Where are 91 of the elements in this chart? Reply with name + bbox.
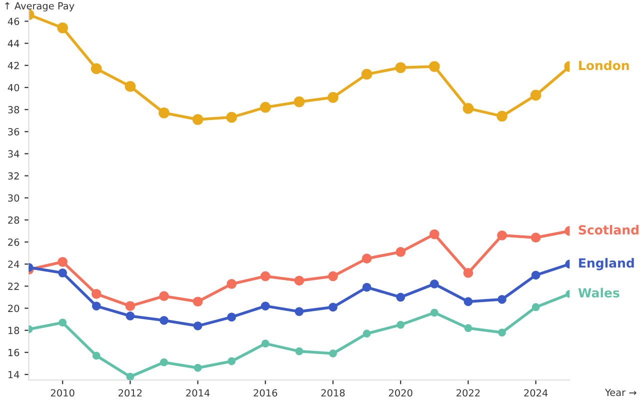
x-tick-label: 2018 xyxy=(321,389,345,397)
series-label: London xyxy=(579,60,629,70)
point xyxy=(532,303,540,312)
point xyxy=(226,279,237,289)
point xyxy=(462,103,474,114)
point xyxy=(362,254,372,264)
point xyxy=(260,302,270,310)
point xyxy=(226,112,238,123)
point xyxy=(428,61,440,72)
point xyxy=(498,294,506,304)
point xyxy=(294,276,304,286)
point xyxy=(362,282,372,292)
series-label: Wales xyxy=(578,288,620,298)
point xyxy=(58,268,68,278)
point xyxy=(160,358,168,366)
y-tick-label: 38 xyxy=(8,106,20,114)
y-tick-label: 16 xyxy=(8,348,20,356)
x-tick-label: 2020 xyxy=(388,389,412,397)
y-tick-label: 22 xyxy=(8,282,19,290)
point xyxy=(227,312,236,322)
y-tick-label: 32 xyxy=(8,172,19,180)
y-tick-label: 36 xyxy=(8,128,20,136)
x-tick-label: 2010 xyxy=(50,389,74,397)
point xyxy=(260,271,270,282)
point xyxy=(294,96,305,108)
point xyxy=(464,324,472,332)
point xyxy=(260,102,271,113)
point xyxy=(328,271,338,282)
point xyxy=(362,330,371,338)
y-tick-label: 30 xyxy=(8,194,20,202)
x-axis-title: Year → xyxy=(604,388,636,396)
y-tick-label: 26 xyxy=(8,238,20,246)
y-tick-label: 14 xyxy=(8,371,20,378)
point xyxy=(159,291,169,302)
point xyxy=(92,352,100,360)
x-tick-label: 2012 xyxy=(118,389,142,397)
point xyxy=(496,110,508,122)
point xyxy=(126,312,135,320)
point xyxy=(497,230,507,240)
point xyxy=(294,307,304,316)
point xyxy=(194,364,202,372)
y-tick-label: 42 xyxy=(8,62,19,70)
point xyxy=(429,229,440,240)
point xyxy=(395,62,406,74)
y-tick-label: 28 xyxy=(8,216,20,224)
y-tick-label: 34 xyxy=(8,150,20,158)
point xyxy=(531,270,540,280)
point xyxy=(328,302,338,312)
series-label: England xyxy=(579,258,634,270)
point xyxy=(530,90,542,101)
point xyxy=(92,302,101,310)
x-tick-label: 2016 xyxy=(254,389,278,397)
x-tick-label: 2022 xyxy=(456,389,480,397)
point xyxy=(530,232,541,243)
y-tick-label: 18 xyxy=(8,326,20,334)
point xyxy=(463,268,474,278)
point xyxy=(58,256,68,267)
point xyxy=(498,328,506,336)
point xyxy=(125,301,136,311)
point xyxy=(228,357,236,366)
x-tick-label: 2014 xyxy=(186,389,210,397)
point xyxy=(192,296,203,307)
y-tick-label: 20 xyxy=(8,304,20,312)
point xyxy=(328,92,338,103)
series-label: Scotland xyxy=(578,224,638,235)
point xyxy=(396,320,405,329)
point xyxy=(361,68,372,80)
point xyxy=(58,318,67,327)
point xyxy=(396,247,406,257)
point xyxy=(91,288,102,299)
y-axis-title: ↑ Average Pay xyxy=(5,2,74,12)
point xyxy=(430,308,438,317)
y-tick-label: 24 xyxy=(8,260,20,268)
point xyxy=(430,280,439,288)
y-tick-label: 40 xyxy=(8,84,20,92)
point xyxy=(295,347,304,356)
x-tick-label: 2024 xyxy=(524,389,548,397)
y-tick-label: 46 xyxy=(8,18,20,26)
point xyxy=(158,107,170,118)
point xyxy=(124,80,136,92)
point xyxy=(160,316,168,325)
point xyxy=(396,292,406,302)
point xyxy=(57,22,68,34)
point xyxy=(192,114,204,125)
y-tick-label: 44 xyxy=(8,40,20,48)
point xyxy=(464,297,473,306)
point xyxy=(90,63,102,74)
point xyxy=(126,372,134,380)
point xyxy=(261,340,270,348)
point xyxy=(329,350,337,358)
point xyxy=(193,321,202,330)
